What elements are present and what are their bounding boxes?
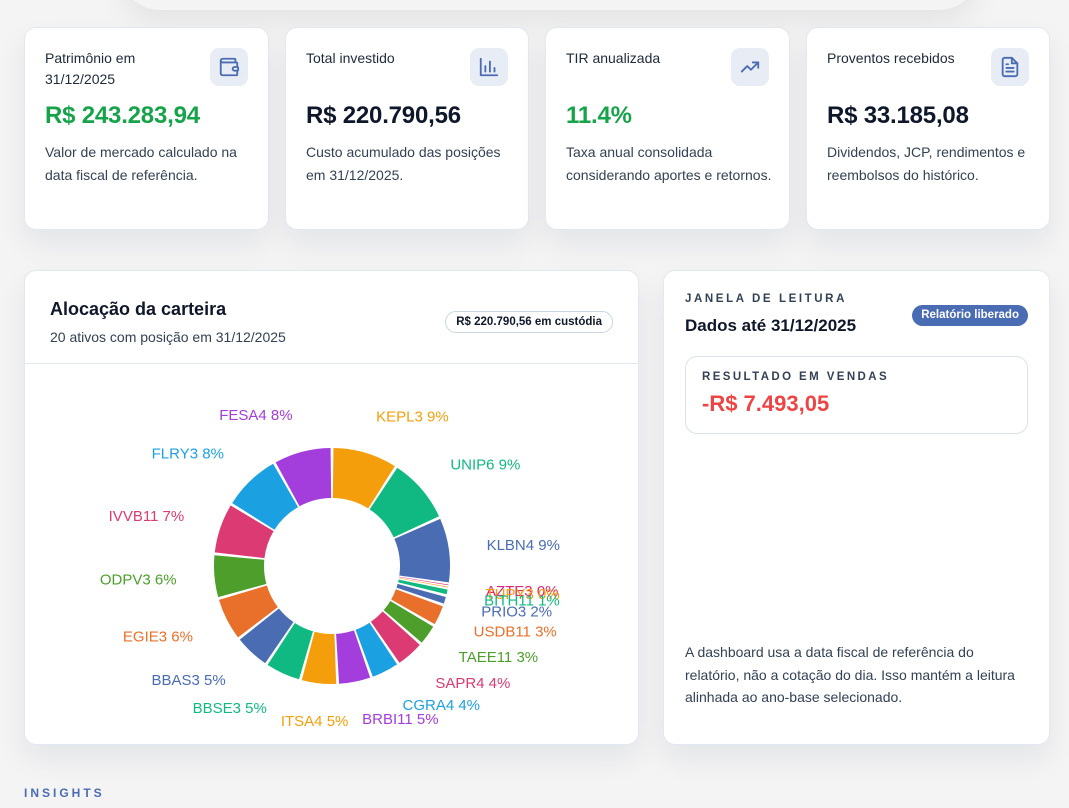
bar-chart-icon bbox=[470, 48, 508, 86]
donut-slice[interactable] bbox=[332, 448, 395, 509]
donut-slice[interactable] bbox=[355, 622, 398, 677]
donut-slice[interactable] bbox=[399, 576, 449, 586]
allocation-card: Alocação da carteira 20 ativos com posiç… bbox=[24, 270, 639, 745]
donut-slice-label: BRBI11 5% bbox=[362, 711, 438, 728]
donut-slice-label: BBAS3 5% bbox=[152, 672, 226, 689]
kpi-card-tir: TIR anualizada 11.4% Taxa anual consolid… bbox=[545, 27, 790, 230]
kpi-description: Custo acumulado das posições em 31/12/20… bbox=[306, 144, 501, 183]
sales-result-label: RESULTADO EM VENDAS bbox=[702, 371, 890, 383]
allocation-title: Alocação da carteira bbox=[50, 299, 227, 319]
kpi-card-proventos: Proventos recebidos R$ 33.185,08 Dividen… bbox=[806, 27, 1050, 230]
reading-window-title: Dados até 31/12/2025 bbox=[685, 316, 857, 335]
donut-slice[interactable] bbox=[369, 467, 440, 538]
kpi-title: Proventos recebidos bbox=[827, 50, 955, 66]
donut-slice-label: UNIP6 9% bbox=[450, 456, 520, 473]
sales-result-value: -R$ 7.493,05 bbox=[702, 391, 830, 416]
donut-slice-label: TAEE11 3% bbox=[459, 649, 538, 666]
kpi-value: R$ 33.185,08 bbox=[827, 102, 969, 129]
donut-slice-label: USDB11 3% bbox=[474, 623, 557, 640]
donut-slice[interactable] bbox=[214, 505, 274, 559]
kpi-title: Total investido bbox=[306, 50, 395, 66]
donut-slice-label: AZTE3 0% bbox=[486, 583, 559, 600]
donut-slice[interactable] bbox=[275, 448, 332, 507]
donut-slice-label: SAPR4 4% bbox=[435, 675, 510, 692]
donut-slice[interactable] bbox=[232, 463, 299, 530]
donut-slice-label: ITSA4 5% bbox=[281, 713, 349, 730]
donut-slice-label: TUPY3 0% bbox=[485, 586, 559, 603]
donut-slice[interactable] bbox=[218, 585, 278, 638]
reading-window-note: A dashboard usa a data fiscal de referên… bbox=[685, 644, 1015, 705]
reading-window-eyebrow: JANELA DE LEITURA bbox=[685, 293, 847, 305]
donut-slice[interactable] bbox=[398, 578, 449, 588]
donut-slice[interactable] bbox=[267, 622, 313, 680]
kpi-title: TIR anualizada bbox=[566, 50, 661, 66]
custody-pill: R$ 220.790,56 em custódia bbox=[445, 311, 613, 333]
donut-slice-label: EGIE3 6% bbox=[123, 629, 193, 646]
donut-slice-label: PRIO3 2% bbox=[481, 603, 552, 620]
report-status-badge: Relatório liberado bbox=[912, 305, 1028, 326]
donut-slice-label: ODPV3 6% bbox=[100, 572, 177, 589]
kpi-card-patrimonio: Patrimônio em 31/12/2025 R$ 243.283,94 V… bbox=[24, 27, 269, 230]
wallet-icon bbox=[210, 48, 248, 86]
kpi-title: Patrimônio em 31/12/2025 bbox=[45, 50, 136, 87]
kpi-value: 11.4% bbox=[566, 102, 632, 129]
donut-slice-label: FESA4 8% bbox=[219, 407, 292, 424]
donut-slice[interactable] bbox=[391, 589, 443, 625]
allocation-subtitle: 20 ativos com posição em 31/12/2025 bbox=[50, 329, 286, 345]
kpi-value: R$ 220.790,56 bbox=[306, 102, 461, 129]
donut-slice[interactable] bbox=[394, 518, 451, 583]
allocation-donut-chart: KEPL3 9% UNIP6 9% KLBN4 9% AZTE3 0%TUPY3 0%… bbox=[100, 407, 560, 730]
reading-window-card: JANELA DE LEITURA Dados até 31/12/2025 R… bbox=[663, 270, 1050, 745]
kpi-description: Valor de mercado calculado na data fisca… bbox=[45, 144, 237, 183]
donut-slice-label: IVVB11 7% bbox=[109, 508, 185, 525]
donut-slice[interactable] bbox=[239, 608, 294, 664]
kpi-description: Taxa anual consolidada considerando apor… bbox=[566, 144, 772, 183]
donut-slice[interactable] bbox=[370, 611, 420, 663]
divider bbox=[25, 363, 638, 364]
sales-result-box: RESULTADO EM VENDAS -R$ 7.493,05 bbox=[685, 356, 1028, 434]
donut-slice[interactable] bbox=[214, 555, 267, 598]
donut-slice-label: CGRA4 4% bbox=[402, 697, 480, 714]
top-header-shadow bbox=[120, 0, 979, 10]
kpi-description: Dividendos, JCP, rendimentos e reembolso… bbox=[827, 144, 1026, 183]
donut-slice-label: KEPL3 9% bbox=[376, 408, 449, 425]
kpi-value: R$ 243.283,94 bbox=[45, 102, 200, 129]
trending-up-icon bbox=[731, 48, 769, 86]
insights-section-label: INSIGHTS bbox=[24, 786, 105, 800]
donut-slice[interactable] bbox=[396, 583, 446, 604]
donut-slice[interactable] bbox=[301, 631, 337, 684]
donut-slice-label: KLBN4 9% bbox=[487, 537, 560, 554]
donut-slice-label: FLRY3 8% bbox=[152, 446, 224, 463]
document-icon bbox=[991, 48, 1029, 86]
donut-slice[interactable] bbox=[336, 630, 371, 684]
donut-slice[interactable] bbox=[383, 600, 434, 643]
donut-slice[interactable] bbox=[398, 579, 448, 595]
kpi-card-total-investido: Total investido R$ 220.790,56 Custo acum… bbox=[285, 27, 529, 230]
donut-slice-label: BBSE3 5% bbox=[193, 700, 267, 717]
donut-slice-label: BITH11 1% bbox=[484, 592, 560, 609]
